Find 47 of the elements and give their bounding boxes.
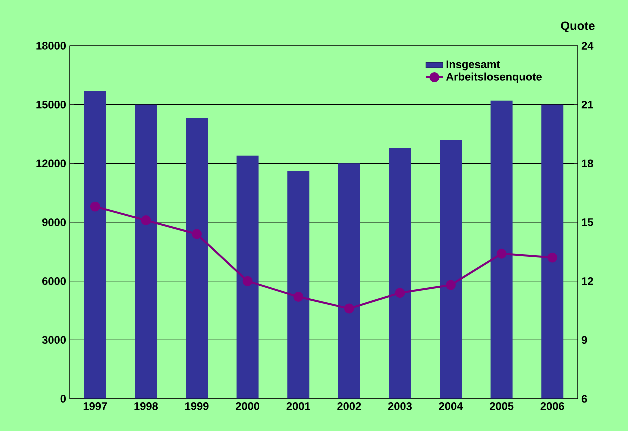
y2-tick-label: 21	[582, 101, 594, 109]
bar	[135, 104, 158, 399]
bar	[288, 172, 310, 399]
bar	[389, 148, 412, 399]
point	[344, 304, 354, 314]
x-tick-label: 2006	[540, 402, 564, 410]
y2-tick-label: 9	[582, 336, 588, 344]
y2-tick-label: 24	[582, 42, 594, 50]
y2-tick-label: 15	[582, 218, 594, 226]
point	[90, 202, 100, 212]
x-tick-label: 1999	[186, 402, 209, 410]
x-tick-label: 1998	[134, 402, 158, 410]
y-tick-label: 9000	[42, 218, 66, 226]
point	[395, 288, 406, 298]
point	[294, 292, 304, 302]
y-tick-label: 18000	[36, 42, 66, 50]
x-tick-label: 2000	[236, 402, 260, 410]
bar	[186, 118, 208, 399]
bar	[440, 140, 462, 399]
bar	[542, 104, 564, 399]
y-tick-label: 0	[60, 395, 66, 403]
y-tick-label: 15000	[36, 100, 66, 109]
y-tick-label: 12000	[36, 160, 66, 168]
legend-label: Arbeitslosenquote	[446, 72, 542, 83]
legend-label: Insgesamt	[446, 60, 500, 71]
y2-axis-title: Quote	[561, 22, 595, 32]
point	[446, 280, 456, 290]
point	[496, 248, 507, 259]
x-tick-label: 2001	[286, 402, 310, 410]
x-tick-label: 2003	[388, 402, 412, 410]
x-tick-label: 2005	[490, 402, 514, 410]
point	[192, 229, 202, 240]
y-tick-label: 6000	[42, 277, 66, 286]
y-tick-label: 3000	[42, 336, 66, 344]
point	[242, 276, 253, 286]
x-tick-label: 1997	[84, 402, 108, 410]
bar	[338, 164, 360, 399]
x-tick-label: 2004	[439, 402, 464, 410]
y2-tick-label: 12	[582, 278, 594, 286]
bar	[236, 156, 259, 399]
bar	[84, 91, 106, 399]
point	[548, 252, 558, 263]
x-tick-label: 2002	[338, 402, 362, 410]
point	[141, 216, 152, 226]
y2-tick-label: 6	[582, 395, 588, 403]
y2-tick-label: 18	[582, 160, 594, 168]
bar	[490, 100, 513, 399]
